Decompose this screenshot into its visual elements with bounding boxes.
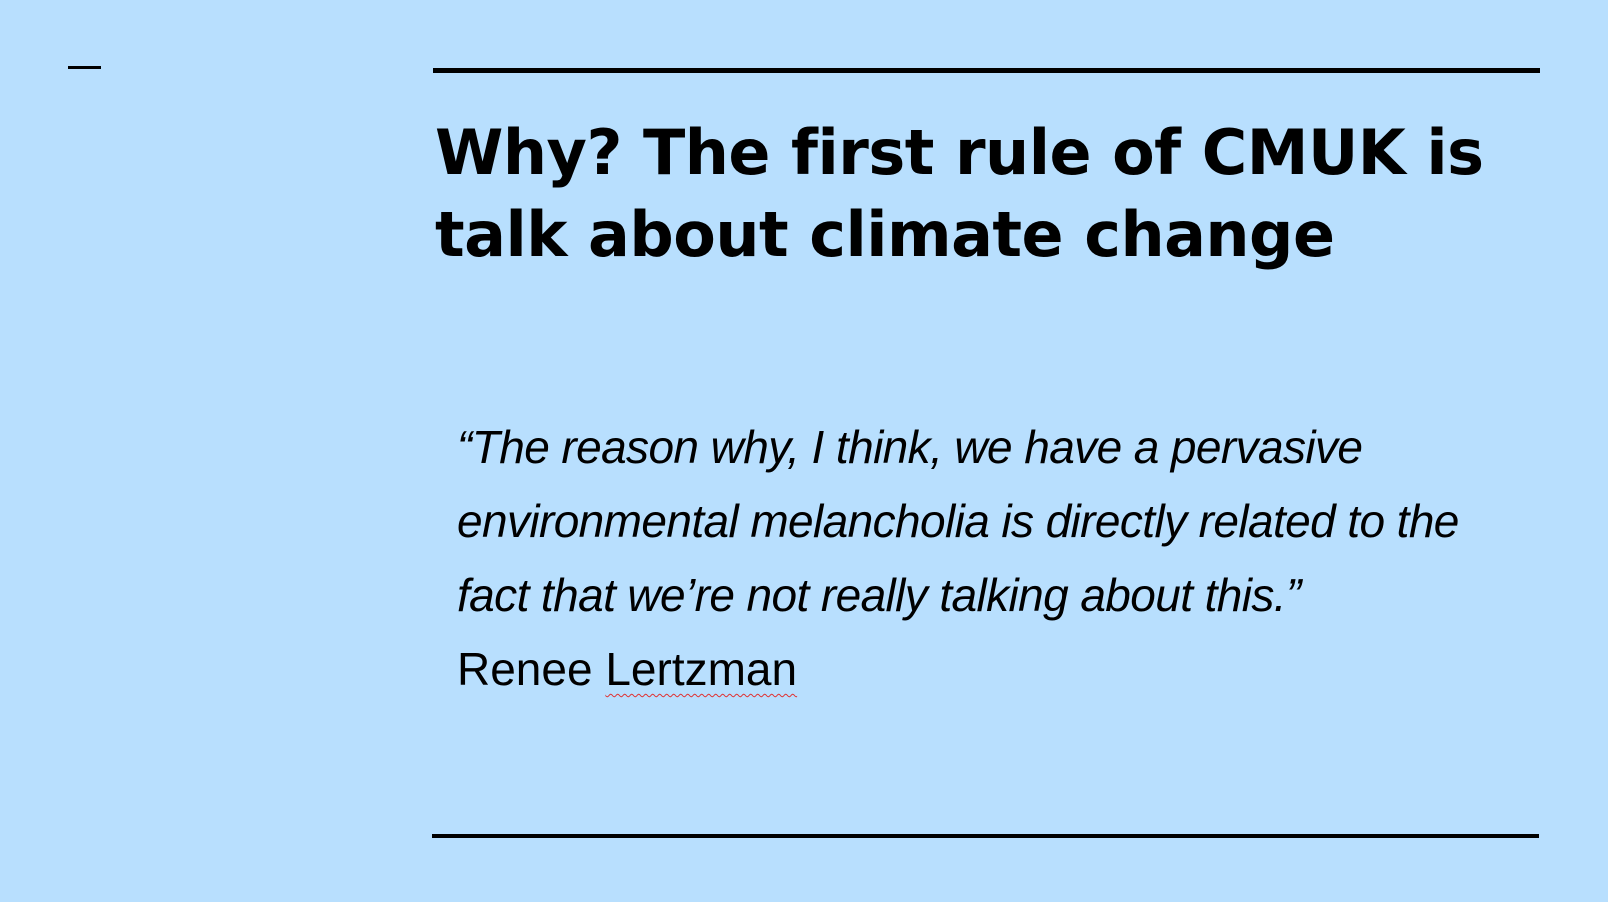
bottom-rule — [432, 834, 1539, 838]
corner-dash — [68, 66, 101, 69]
quote-author: Renee Lertzman — [457, 632, 1537, 706]
quote-block: “The reason why, I think, we have a perv… — [457, 410, 1537, 706]
author-first-name: Renee — [457, 643, 593, 695]
slide-title: Why? The first rule of CMUK is talk abou… — [435, 116, 1484, 271]
author-last-name: Lertzman — [605, 643, 798, 695]
top-rule — [433, 68, 1540, 73]
quote-text: “The reason why, I think, we have a perv… — [457, 421, 1459, 621]
